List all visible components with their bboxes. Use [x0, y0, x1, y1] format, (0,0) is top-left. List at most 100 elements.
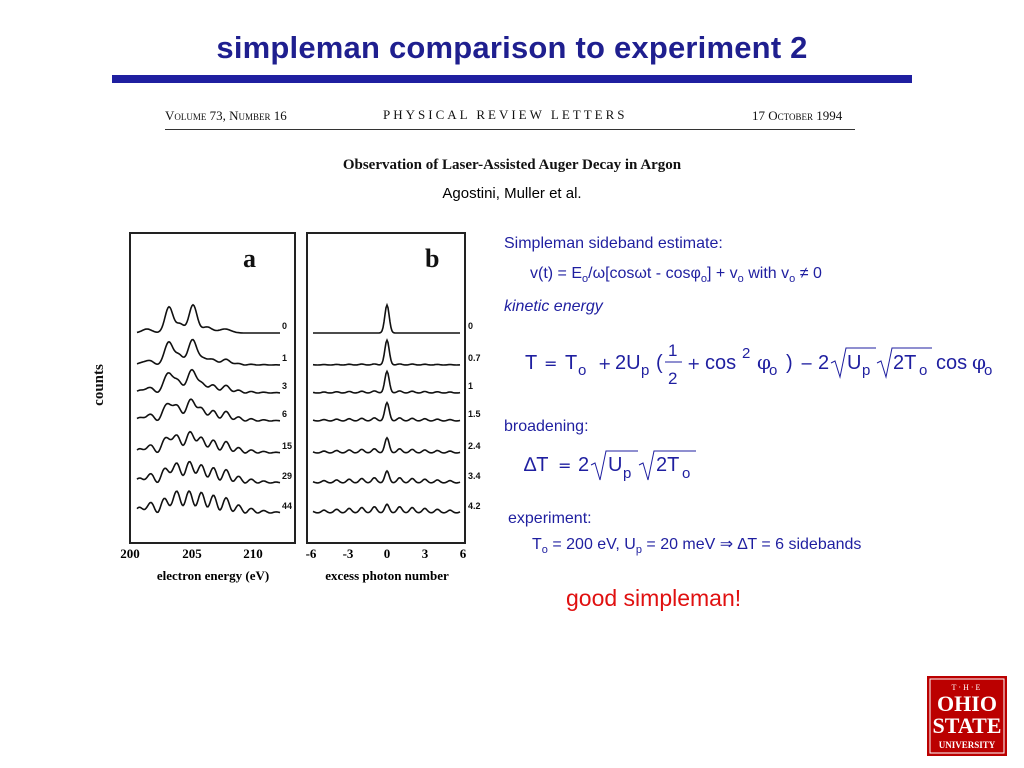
estimate-label: Simpleman sideband estimate:: [504, 235, 723, 252]
panel-b-tick: 0: [384, 546, 391, 561]
svg-text:+: +: [598, 354, 611, 373]
svg-text:o: o: [919, 362, 927, 379]
svg-text:(: (: [656, 352, 663, 374]
curve-label: 0: [282, 321, 287, 331]
experiment-values: To = 200 eV, Up = 20 meV ⇒ ∆T = 6 sideba…: [532, 536, 862, 557]
paper-header-rule: [165, 129, 855, 130]
curve-label: 1.5: [468, 409, 481, 419]
paper-authors: Agostini, Muller et al.: [442, 185, 582, 202]
svg-text:p: p: [862, 362, 870, 379]
experiment-label: experiment:: [508, 510, 592, 527]
spectrum-curve: [312, 338, 461, 366]
y-axis-label: counts: [91, 364, 107, 406]
kinetic-energy-equation: T = T o + 2U p ( 1 2 + cos 2 φ o ) − 2 U…: [525, 341, 992, 388]
svg-text:2: 2: [742, 345, 750, 362]
panel-b-tick: -3: [343, 546, 354, 561]
svg-text:φ: φ: [972, 350, 986, 374]
spectrum-curve: [136, 490, 281, 514]
svg-text:=: =: [558, 456, 571, 475]
svg-text:OHIO: OHIO: [937, 691, 997, 716]
curve-label: 1: [282, 353, 287, 363]
spectrum-curve: [136, 398, 281, 422]
curve-label: 0: [468, 321, 473, 331]
svg-text:2U: 2U: [615, 352, 641, 374]
spectrum-curve: [312, 469, 461, 484]
svg-text:o: o: [682, 465, 690, 482]
curve-label: 1: [468, 381, 473, 391]
svg-text:o: o: [578, 362, 586, 379]
panel-a-curve-labels: 0 1 3 6 15 29 44: [282, 321, 292, 511]
curve-label: 4.2: [468, 501, 481, 511]
svg-text:T·H·E: T·H·E: [952, 683, 983, 692]
spectrum-curve: [312, 400, 461, 422]
panel-b-frame: [306, 232, 466, 544]
panel-a-curves: [136, 303, 281, 514]
panel-b-letter: b: [425, 244, 439, 273]
curve-label: 3.4: [468, 471, 481, 481]
svg-text:2: 2: [818, 352, 829, 374]
paper-journal: PHYSICAL REVIEW LETTERS: [383, 107, 628, 122]
velocity-equation: v(t) = Eo/ω[cosωt - cosφo] + vo with vo …: [530, 265, 822, 286]
panel-b-curve-labels: 0 0.7 1 1.5 2.4 3.4 4.2: [468, 321, 481, 511]
conclusion-note: good simpleman!: [566, 585, 742, 611]
spectrum-curve: [312, 503, 461, 514]
logo-background: [927, 676, 1007, 756]
svg-text:T: T: [525, 352, 537, 374]
title-underline: [112, 75, 912, 83]
svg-text:): ): [786, 352, 793, 374]
svg-text:U: U: [608, 454, 622, 476]
panel-b-tick: 3: [422, 546, 429, 561]
svg-text:o: o: [984, 362, 992, 379]
svg-text:p: p: [623, 465, 631, 482]
svg-text:+: +: [687, 354, 700, 373]
spectrum-curve: [136, 368, 281, 394]
svg-text:2: 2: [668, 369, 677, 388]
panel-a-frame: [129, 232, 296, 544]
broadening-equation: ∆T = 2 U p 2T o: [524, 450, 696, 482]
panel-a-letter: a: [243, 244, 256, 273]
curve-label: 44: [282, 501, 292, 511]
kinetic-energy-label: kinetic energy: [504, 298, 603, 315]
spectrum-curve: [136, 430, 281, 454]
svg-text:cos: cos: [705, 352, 736, 374]
svg-text:o: o: [769, 362, 777, 379]
svg-text:2: 2: [578, 454, 589, 476]
panel-b-curves: [312, 302, 461, 514]
panel-a-tick: 205: [182, 546, 202, 561]
svg-text:∆T: ∆T: [524, 454, 548, 476]
svg-text:−: −: [800, 354, 813, 373]
panel-a-tick: 210: [243, 546, 263, 561]
slide-title: simpleman comparison to experiment 2: [216, 30, 808, 65]
ohio-state-logo: T·H·E OHIO STATE UNIVERSITY: [927, 676, 1007, 756]
svg-text:2T: 2T: [656, 454, 679, 476]
svg-text:STATE: STATE: [933, 713, 1002, 738]
curve-label: 3: [282, 381, 287, 391]
svg-text:p: p: [641, 362, 649, 379]
curve-label: 0.7: [468, 353, 481, 363]
svg-text:U: U: [847, 352, 861, 374]
paper-date: 17 October 1994: [752, 108, 843, 123]
panel-b-tick: -6: [306, 546, 317, 561]
paper-title: Observation of Laser-Assisted Auger Deca…: [342, 157, 682, 173]
paper-volume: Volume 73, Number 16: [165, 108, 287, 123]
svg-text:UNIVERSITY: UNIVERSITY: [939, 740, 996, 750]
svg-text:2T: 2T: [893, 352, 916, 374]
panel-a-tick: 200: [120, 546, 140, 561]
curve-label: 29: [282, 471, 292, 481]
spectrum-curve: [312, 369, 461, 394]
broadening-label: broadening:: [504, 418, 589, 435]
svg-text:T: T: [565, 352, 577, 374]
svg-text:=: =: [544, 354, 557, 373]
spectrum-curve: [313, 302, 460, 334]
spectrum-curve: [136, 338, 280, 366]
panel-a-x-label: electron energy (eV): [157, 568, 269, 583]
svg-text:φ: φ: [757, 350, 771, 374]
curve-label: 2.4: [468, 441, 481, 451]
svg-text:cos: cos: [936, 352, 967, 374]
svg-text:1: 1: [668, 341, 677, 360]
curve-label: 6: [282, 409, 287, 419]
panel-b-tick: 6: [460, 546, 467, 561]
curve-label: 15: [282, 441, 292, 451]
spectrum-curve: [312, 436, 461, 454]
